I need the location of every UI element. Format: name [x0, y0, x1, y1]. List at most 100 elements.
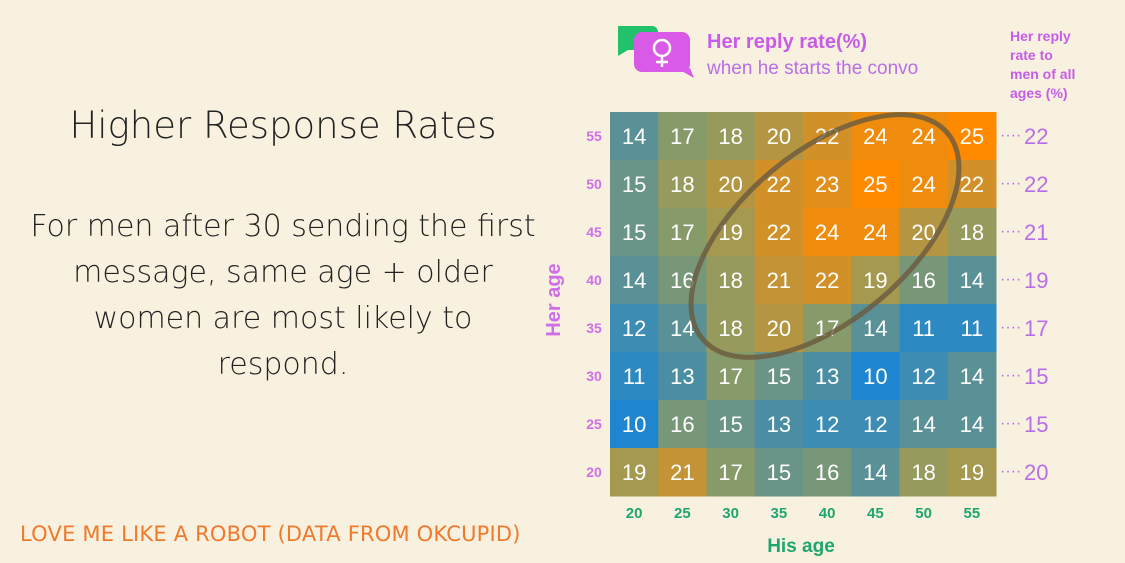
- cell-value-label: 13: [815, 364, 839, 389]
- y-tick-label: 45: [586, 224, 602, 240]
- y-tick-label: 55: [586, 128, 602, 144]
- row-total-header-line: ages (%): [1010, 85, 1068, 101]
- cell-value-label: 10: [863, 364, 887, 389]
- row-total-leader: ····: [1000, 367, 1021, 384]
- heatmap-cell: [851, 208, 900, 257]
- heatmap-cell: [706, 304, 756, 353]
- row-total-leader: ····: [1000, 127, 1021, 144]
- heatmap-cell: [851, 448, 900, 497]
- heatmap-cell: [899, 256, 949, 305]
- heatmap-cell: [899, 160, 949, 209]
- cell-value-label: 20: [767, 316, 791, 341]
- heatmap-cell: [899, 352, 949, 401]
- row-total-value: 22: [1024, 172, 1048, 197]
- heatmap-cell: [851, 400, 900, 449]
- heatmap-cell: [899, 304, 949, 353]
- heatmap-cell: [803, 352, 852, 401]
- cell-value-label: 18: [718, 124, 742, 149]
- heatmap-cell: [610, 352, 659, 401]
- cell-value-label: 16: [815, 460, 839, 485]
- heatmap-cell: [706, 112, 756, 161]
- heatmap-cell: [706, 256, 756, 305]
- row-total-value: 17: [1024, 316, 1048, 341]
- heatmap-cell: [851, 160, 900, 209]
- heatmap-cell: [947, 400, 997, 449]
- heatmap-cell: [658, 160, 707, 209]
- heatmap-cell: [610, 304, 659, 353]
- cell-value-label: 11: [623, 364, 646, 389]
- heatmap-cell: [754, 352, 804, 401]
- cell-value-label: 25: [863, 172, 887, 197]
- cell-value-label: 24: [911, 172, 935, 197]
- cell-value-label: 14: [960, 268, 984, 293]
- x-tick-label: 25: [674, 505, 691, 522]
- cell-value-label: 12: [622, 316, 646, 341]
- heatmap-cell: [851, 304, 900, 353]
- y-tick-label: 35: [586, 320, 602, 336]
- heatmap-cell: [658, 304, 707, 353]
- heatmap-cell: [706, 400, 756, 449]
- x-axis-label: His age: [767, 536, 835, 557]
- highlight-ellipse: [688, 112, 962, 360]
- cell-value-label: 23: [815, 172, 839, 197]
- cell-value-label: 11: [960, 316, 983, 341]
- heatmap-cell: [803, 160, 852, 209]
- cell-value-label: 22: [815, 268, 839, 293]
- row-total-leader: ····: [1000, 223, 1021, 240]
- cell-value-label: 25: [960, 124, 984, 149]
- x-tick-label: 35: [771, 505, 788, 522]
- cell-value-label: 15: [767, 460, 791, 485]
- row-total-value: 15: [1024, 364, 1048, 389]
- cell-value-label: 22: [767, 172, 791, 197]
- cell-value-label: 16: [911, 268, 935, 293]
- cell-value-label: 20: [767, 124, 791, 149]
- cell-value-label: 19: [863, 268, 887, 293]
- cell-value-label: 22: [960, 172, 984, 197]
- cell-value-label: 21: [670, 460, 694, 485]
- row-total-leader: ····: [1000, 463, 1021, 480]
- heatmap-cell: [947, 208, 997, 257]
- heatmap-cell: [754, 208, 804, 257]
- heatmap-cell: [754, 448, 804, 497]
- source-credit: LOVE ME LIKE A ROBOT (DATA FROM OKCUPID): [20, 522, 521, 546]
- page-title: Higher Response Rates: [69, 104, 497, 147]
- row-totals: ···· 22···· 22···· 21···· 19···· 17···· 15····…: [1000, 124, 1048, 485]
- cell-value-label: 16: [670, 412, 694, 437]
- heatmap-cell: [658, 112, 707, 161]
- cell-value-label: 21: [767, 268, 791, 293]
- row-total-value: 20: [1024, 460, 1048, 485]
- heatmap-cell: [658, 448, 707, 497]
- cell-value-label: 12: [815, 412, 839, 437]
- heatmap-cell: [610, 112, 659, 161]
- cell-value-label: 18: [718, 316, 742, 341]
- heatmap-cell: [658, 208, 707, 257]
- legend-title: Her reply rate(%): [707, 31, 867, 53]
- cell-value-label: 19: [960, 460, 984, 485]
- heatmap-cell: [754, 400, 804, 449]
- cell-value-label: 13: [670, 364, 694, 389]
- cell-value-label: 24: [815, 220, 839, 245]
- cell-value-label: 15: [718, 412, 742, 437]
- heatmap-cell: [947, 448, 997, 497]
- cell-value-label: 24: [863, 220, 887, 245]
- y-tick-label: 25: [586, 416, 602, 432]
- cell-value-label: 14: [863, 316, 887, 341]
- heatmap-cell: [899, 448, 949, 497]
- x-tick-label: 50: [915, 505, 932, 522]
- cell-value-label: 20: [718, 172, 742, 197]
- female-symbol-chat-icon: [618, 26, 694, 78]
- cell-value-label: 18: [718, 268, 742, 293]
- cell-value-label: 12: [911, 364, 935, 389]
- cell-value-label: 22: [767, 220, 791, 245]
- cell-value-label: 17: [718, 364, 742, 389]
- x-tick-label: 30: [722, 505, 739, 522]
- heatmap-cell: [658, 352, 707, 401]
- x-tick-label: 55: [964, 505, 981, 522]
- row-total-header-line: men of all: [1010, 66, 1075, 82]
- cell-value-label: 14: [863, 460, 887, 485]
- row-total-value: 19: [1024, 268, 1048, 293]
- y-tick-label: 40: [586, 272, 602, 288]
- x-tick-label: 40: [819, 505, 836, 522]
- x-tick-label: 45: [867, 505, 884, 522]
